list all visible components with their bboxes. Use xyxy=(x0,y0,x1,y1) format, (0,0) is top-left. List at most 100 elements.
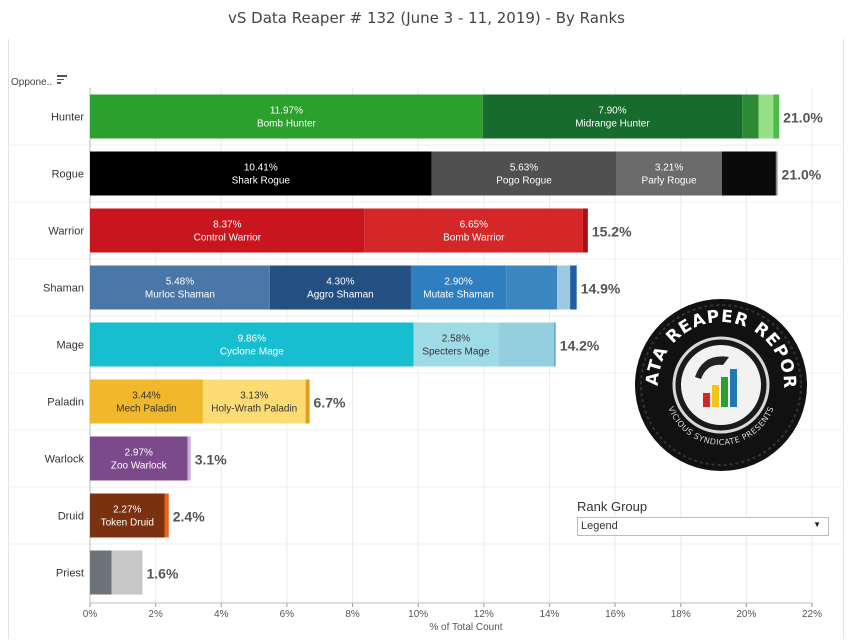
bar-segment xyxy=(90,94,483,139)
bar-segment xyxy=(721,151,776,196)
segment-value-label: 10.41% xyxy=(244,163,278,174)
segment-value-label: 2.27% xyxy=(113,505,141,516)
total-label: 1.6% xyxy=(147,566,179,582)
category-label-paladin: Paladin xyxy=(47,397,84,409)
segment-name-label: Murloc Shaman xyxy=(145,290,215,301)
total-label: 14.2% xyxy=(560,338,600,354)
x-tick-label: 6% xyxy=(280,609,295,620)
bar-segment xyxy=(506,265,558,310)
x-tick-label: 20% xyxy=(736,609,756,620)
segment-name-label: Bomb Warrior xyxy=(443,233,505,244)
total-label: 21.0% xyxy=(782,167,822,183)
bar-segment xyxy=(187,436,191,481)
total-label: 21.0% xyxy=(783,110,823,126)
segment-name-label: Control Warrior xyxy=(194,233,262,244)
category-label-warlock: Warlock xyxy=(45,454,85,466)
x-tick-label: 8% xyxy=(345,609,360,620)
bar-segment xyxy=(90,379,203,424)
segment-value-label: 3.21% xyxy=(655,163,683,174)
bar-segment xyxy=(431,151,617,196)
x-tick-label: 0% xyxy=(83,609,98,620)
rank-group-select[interactable]: Legend ▼ xyxy=(577,517,829,536)
segment-value-label: 6.65% xyxy=(460,220,488,231)
bar-segment xyxy=(90,265,270,310)
chart-frame xyxy=(8,39,844,639)
bar-segment xyxy=(269,265,411,310)
bar-segment xyxy=(202,379,306,424)
category-label-mage: Mage xyxy=(56,340,84,352)
x-tick-label: 22% xyxy=(802,609,822,620)
segment-value-label: 7.90% xyxy=(598,106,626,117)
bar-segment xyxy=(90,208,365,253)
chart-title: vS Data Reaper # 132 (June 3 - 11, 2019)… xyxy=(228,9,625,27)
bar-segment xyxy=(164,493,169,538)
bar-segment xyxy=(498,322,555,367)
segment-value-label: 8.37% xyxy=(213,220,241,231)
total-label: 14.9% xyxy=(581,281,621,297)
segment-name-label: Shark Rogue xyxy=(232,176,291,187)
bar-segment xyxy=(616,151,722,196)
bar-segment xyxy=(742,94,759,139)
x-tick-label: 16% xyxy=(605,609,625,620)
segment-value-label: 5.63% xyxy=(510,163,538,174)
bar-segment xyxy=(305,379,310,424)
bar-segment xyxy=(570,265,577,310)
chevron-down-icon: ▼ xyxy=(813,520,821,529)
segment-name-label: Holy-Wrath Paladin xyxy=(211,404,297,415)
total-label: 3.1% xyxy=(195,452,227,468)
segment-name-label: Parly Rogue xyxy=(642,176,697,187)
bar-segment xyxy=(554,322,556,367)
segment-name-label: Token Druid xyxy=(101,518,154,529)
bar-segment xyxy=(90,550,112,595)
x-tick-label: 14% xyxy=(539,609,559,620)
segment-name-label: Midrange Hunter xyxy=(575,119,650,130)
x-tick-label: 12% xyxy=(474,609,494,620)
category-label-rogue: Rogue xyxy=(52,169,84,181)
segment-name-label: Bomb Hunter xyxy=(257,119,317,130)
segment-name-label: Specters Mage xyxy=(422,347,490,358)
x-tick-label: 4% xyxy=(214,609,229,620)
bar-segment xyxy=(413,322,499,367)
rank-group-value: Legend xyxy=(581,520,618,532)
segment-value-label: 3.44% xyxy=(132,391,160,402)
segment-name-label: Zoo Warlock xyxy=(111,461,168,472)
bar-segment xyxy=(482,94,743,139)
row-header-label[interactable]: Oppone.. xyxy=(11,77,53,88)
category-label-druid: Druid xyxy=(58,511,84,523)
segment-value-label: 2.58% xyxy=(442,334,470,345)
bar-segment xyxy=(90,322,414,367)
bar-segment xyxy=(90,436,188,481)
bar-segment xyxy=(557,265,571,310)
total-label: 15.2% xyxy=(592,224,632,240)
segment-name-label: Pogo Rogue xyxy=(496,176,552,187)
segment-value-label: 5.48% xyxy=(166,277,194,288)
segment-name-label: Mutate Shaman xyxy=(423,290,494,301)
bar-segment xyxy=(111,550,143,595)
total-label: 6.7% xyxy=(314,395,346,411)
bar-segment xyxy=(775,151,778,196)
bar-segment xyxy=(758,94,774,139)
bar-segment xyxy=(773,94,780,139)
bar-segment xyxy=(90,151,432,196)
bar-segment xyxy=(364,208,583,253)
rank-group-label: Rank Group xyxy=(577,499,648,514)
x-tick-label: 18% xyxy=(671,609,691,620)
data-reaper-logo: DATA REAPER REPORT VICIOUS SYNDICATE PRE… xyxy=(633,297,807,471)
segment-value-label: 2.90% xyxy=(444,277,472,288)
bar-segment xyxy=(582,208,588,253)
category-label-hunter: Hunter xyxy=(51,112,84,124)
segment-value-label: 3.13% xyxy=(240,391,268,402)
bar-segment xyxy=(90,493,165,538)
segment-name-label: Cyclone Mage xyxy=(220,347,284,358)
x-tick-label: 2% xyxy=(148,609,163,620)
sort-icon[interactable] xyxy=(57,75,67,84)
category-label-priest: Priest xyxy=(56,568,84,580)
x-axis-title: % of Total Count xyxy=(429,622,502,633)
segment-value-label: 2.97% xyxy=(125,448,153,459)
segment-value-label: 9.86% xyxy=(238,334,266,345)
category-label-shaman: Shaman xyxy=(43,283,84,295)
segment-value-label: 4.30% xyxy=(326,277,354,288)
category-label-warrior: Warrior xyxy=(48,226,84,238)
segment-value-label: 11.97% xyxy=(270,106,303,117)
segment-name-label: Aggro Shaman xyxy=(307,290,374,301)
